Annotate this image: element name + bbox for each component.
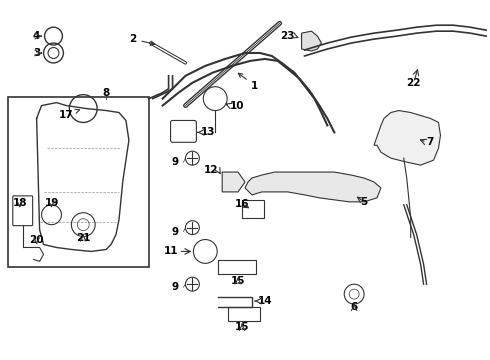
Text: 16: 16 [235, 199, 249, 209]
Text: 12: 12 [204, 165, 218, 175]
Polygon shape [374, 111, 441, 165]
Polygon shape [222, 172, 245, 192]
Text: 4: 4 [33, 31, 40, 41]
Text: 20: 20 [29, 234, 44, 244]
Text: 9: 9 [172, 282, 178, 292]
Text: 19: 19 [44, 198, 59, 208]
Text: 23: 23 [280, 31, 294, 41]
Text: 15: 15 [235, 322, 249, 332]
Text: 2: 2 [129, 34, 155, 45]
Text: 1: 1 [238, 73, 259, 91]
Text: 5: 5 [361, 197, 368, 207]
Text: 18: 18 [13, 198, 27, 208]
Text: 8: 8 [102, 88, 110, 98]
Text: 9: 9 [172, 157, 178, 167]
Bar [8, 96, 149, 267]
Text: 14: 14 [258, 296, 272, 306]
Text: 3: 3 [33, 48, 40, 58]
Text: 11: 11 [164, 247, 178, 256]
Text: 7: 7 [427, 137, 434, 147]
Text: 17: 17 [59, 109, 79, 120]
Text: 22: 22 [406, 78, 421, 88]
Text: 21: 21 [76, 233, 91, 243]
Polygon shape [301, 31, 321, 51]
Text: 13: 13 [200, 127, 215, 138]
Text: 9: 9 [172, 226, 178, 237]
Bar [228, 307, 260, 321]
Bar [242, 200, 264, 218]
Bar [218, 260, 256, 274]
Polygon shape [245, 172, 381, 202]
Text: 10: 10 [230, 100, 245, 111]
Text: 15: 15 [231, 276, 245, 286]
Text: 6: 6 [350, 302, 358, 312]
